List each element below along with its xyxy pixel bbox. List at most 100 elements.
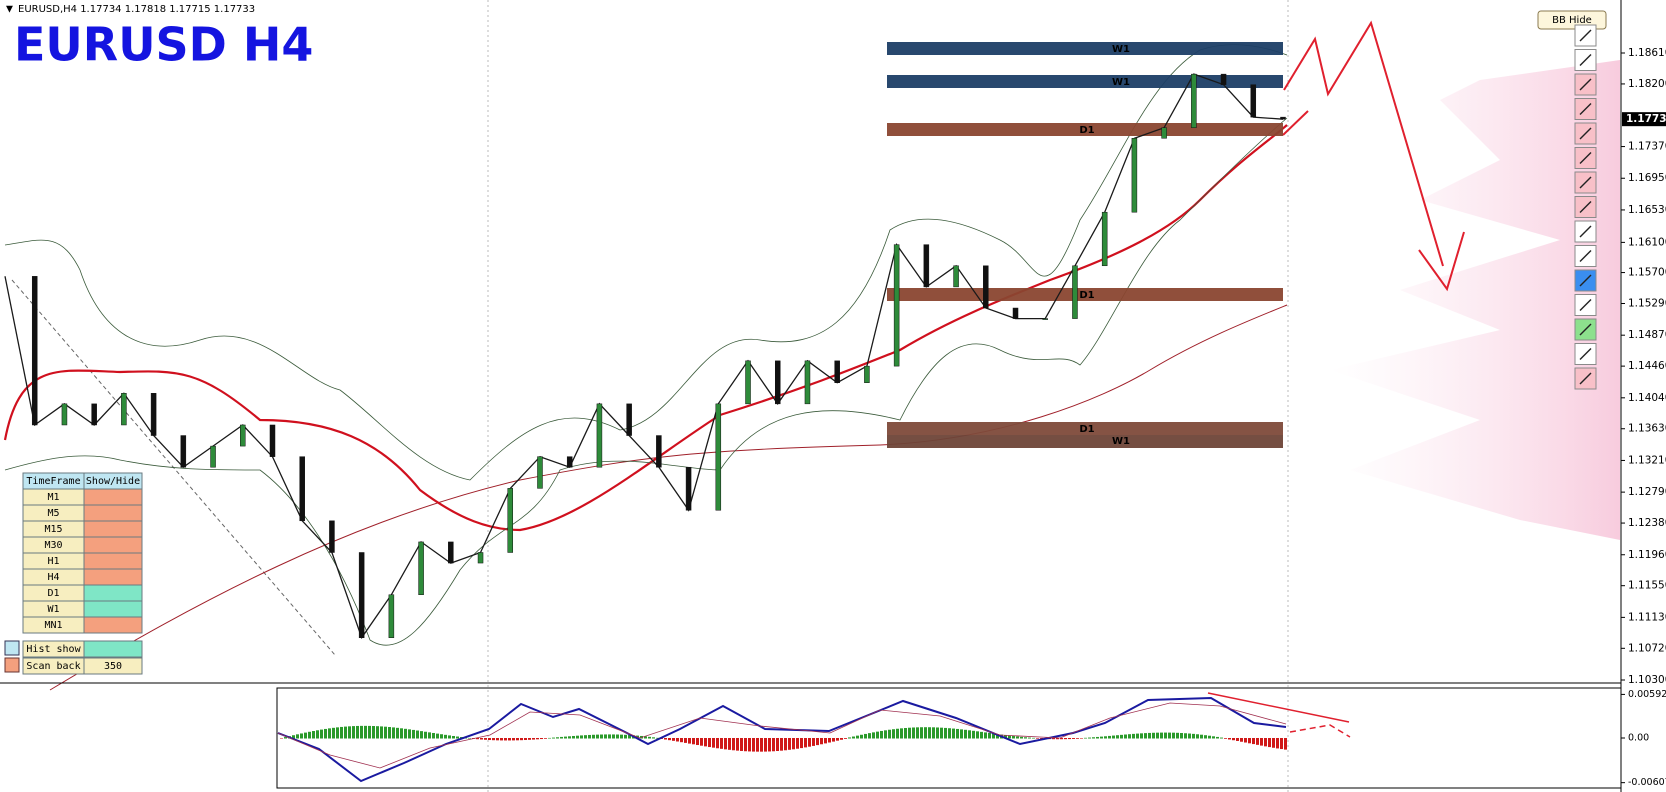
show-hide-toggle[interactable]	[83, 552, 143, 570]
scan-back-input[interactable]	[83, 657, 143, 675]
histogram-bar	[1200, 734, 1203, 739]
histogram-bar	[1212, 736, 1215, 739]
histogram-bar	[572, 735, 575, 739]
histogram-bar	[360, 725, 363, 739]
histogram-bar	[596, 734, 599, 739]
toolbar-glyph	[1579, 348, 1592, 360]
histogram-bar	[668, 738, 671, 741]
show-hide-toggle[interactable]	[83, 504, 143, 522]
show-hide-toggle[interactable]	[83, 616, 143, 634]
histogram-bar	[712, 738, 715, 748]
histogram-bar	[612, 734, 615, 739]
histogram-bar	[868, 733, 871, 739]
sr-zone-label: D1	[1079, 290, 1094, 301]
histogram-bar	[1180, 732, 1183, 739]
toolbar-glyph	[1579, 225, 1592, 238]
histogram-bar	[800, 738, 803, 749]
histogram-bar	[1004, 735, 1007, 739]
histogram-bar	[736, 738, 739, 751]
show-hide-toggle[interactable]	[83, 568, 143, 586]
histogram-bar	[1272, 738, 1275, 748]
moving-average	[3, 124, 1288, 532]
histogram-bar	[336, 727, 339, 739]
histogram-bar	[1016, 736, 1019, 739]
candle	[1250, 84, 1257, 118]
candle	[864, 365, 870, 383]
histogram-bar	[1184, 733, 1187, 739]
price-tick-label: 1.14870	[1628, 329, 1666, 341]
scan-icon[interactable]	[4, 657, 20, 673]
histogram-bar	[1152, 732, 1155, 739]
histogram-bar	[1112, 735, 1115, 739]
histogram-bar	[1264, 738, 1267, 747]
histogram-bar	[1236, 738, 1239, 741]
candle	[893, 244, 900, 367]
histogram-bar	[1164, 732, 1167, 739]
histogram-bar	[924, 727, 927, 739]
histogram-bar	[684, 738, 687, 743]
histogram-bar	[920, 727, 923, 739]
candle	[150, 393, 157, 436]
candle	[745, 360, 751, 405]
histogram-bar	[508, 738, 511, 741]
candle	[1101, 211, 1108, 267]
show-hide-toggle[interactable]	[83, 600, 143, 618]
show-hide-toggle[interactable]	[83, 488, 143, 506]
histogram-bar	[968, 730, 971, 739]
histogram-bar	[996, 734, 999, 739]
histogram-bar	[720, 738, 723, 749]
candle	[834, 360, 840, 383]
candle	[596, 403, 603, 468]
histogram-bar	[560, 736, 563, 739]
collapse-arrow: ▼	[6, 5, 13, 15]
histogram-bar	[904, 727, 907, 739]
histogram-bar	[944, 727, 947, 739]
toolbar-glyph	[1579, 127, 1592, 140]
price-tick-label: 1.16950	[1628, 172, 1666, 184]
histogram-bar	[664, 738, 667, 740]
histogram-bar	[1068, 738, 1071, 740]
histogram-bar	[776, 738, 779, 752]
histogram-bar	[344, 726, 347, 739]
histogram-bar	[764, 738, 767, 752]
histogram-bar	[388, 727, 391, 739]
candle	[358, 552, 365, 638]
price-tick-label: 1.13210	[1628, 454, 1666, 466]
histogram-bar	[1284, 738, 1287, 750]
show-hide-toggle[interactable]	[83, 536, 143, 554]
histogram-bar	[708, 738, 711, 748]
histogram-bar	[616, 734, 619, 739]
histogram-bar	[812, 738, 815, 746]
histogram-bar	[1268, 738, 1271, 748]
hist-icon[interactable]	[4, 640, 20, 656]
histogram-bar	[816, 738, 819, 746]
histogram-bar	[672, 738, 675, 741]
show-hide-toggle[interactable]	[83, 520, 143, 538]
hist-toggle[interactable]	[83, 640, 143, 658]
current-price-label: 1.17733	[1626, 113, 1666, 125]
toolbar-glyph	[1579, 299, 1592, 311]
candle	[626, 403, 632, 436]
chart-title: EURUSD H4	[14, 18, 313, 72]
histogram-bar	[1012, 736, 1015, 739]
drawing-toolbar	[1574, 24, 1597, 390]
candle	[953, 265, 959, 288]
toolbar-glyph	[1579, 78, 1592, 91]
timeframe-label: H1	[47, 556, 59, 567]
show-hide-toggle[interactable]	[83, 584, 143, 602]
candle	[1042, 318, 1048, 320]
histogram-bar	[960, 729, 963, 739]
sr-zone	[887, 42, 1283, 55]
histogram-bar	[292, 735, 295, 739]
price-tick-label: 1.15290	[1628, 297, 1666, 309]
candle	[983, 265, 989, 309]
bb-hide-label[interactable]: BB Hide	[1552, 15, 1592, 26]
price-tick-label: 1.11550	[1628, 580, 1666, 592]
histogram-bar	[1136, 733, 1139, 739]
candle	[656, 435, 662, 468]
symbol-info: EURUSD,H4 1.17734 1.17818 1.17715 1.1773…	[18, 4, 255, 15]
histogram-bar	[1140, 733, 1143, 739]
histogram-bar	[340, 726, 343, 739]
